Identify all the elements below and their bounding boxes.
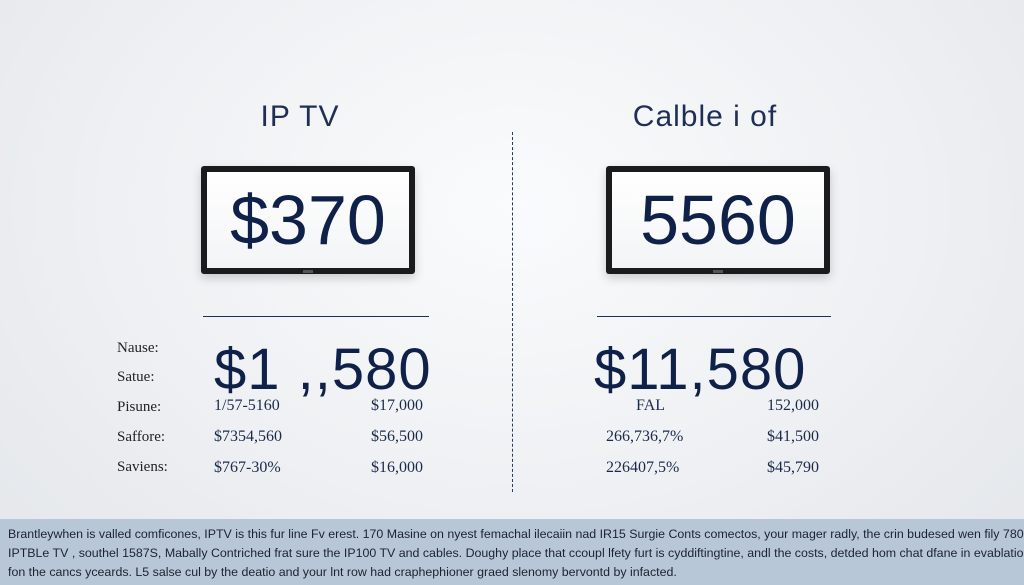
column-divider bbox=[512, 132, 513, 492]
iptv-title: IP TV bbox=[260, 100, 340, 133]
footer-line: IPTBLe TV , southel 1587S, Mabally Contr… bbox=[8, 546, 1024, 560]
footer-line: fon the cancs yceards. L5 salse cul by t… bbox=[8, 565, 677, 579]
row-label: Pisune: bbox=[117, 399, 162, 415]
cable-separator bbox=[597, 316, 831, 317]
cable-cell: 152,000 bbox=[767, 397, 819, 414]
iptv-tv-price: $370 bbox=[207, 172, 409, 268]
iptv-cell: $767-30% bbox=[214, 459, 281, 476]
cable-cell: FAL bbox=[636, 397, 666, 414]
tv-logo-icon bbox=[303, 270, 313, 273]
cable-tv-price: 5560 bbox=[612, 172, 824, 268]
cable-tv-display: 5560 bbox=[606, 166, 830, 274]
row-label: Nause: bbox=[117, 340, 159, 356]
iptv-separator bbox=[203, 316, 429, 317]
iptv-total-cost: $1 ,,580 bbox=[214, 337, 432, 402]
iptv-cell: $7354,560 bbox=[214, 428, 282, 445]
row-label: Saviens: bbox=[117, 459, 168, 475]
cable-title: Calble i of bbox=[632, 100, 778, 133]
row-label: Saffore: bbox=[117, 429, 166, 445]
iptv-cell: $56,500 bbox=[371, 428, 423, 445]
cable-cell: 226407,5% bbox=[606, 459, 680, 476]
footer-line: Brantleywhen is valled comficones, IPTV … bbox=[8, 527, 1024, 541]
cable-total-cost: $11,580 bbox=[594, 337, 807, 402]
row-label: Satue: bbox=[117, 369, 155, 385]
cable-cell: $45,790 bbox=[767, 459, 819, 476]
iptv-cell: $16,000 bbox=[371, 459, 423, 476]
iptv-tv-display: $370 bbox=[201, 166, 415, 274]
cable-cell: 266,736,7% bbox=[606, 428, 684, 445]
tv-logo-icon bbox=[713, 270, 723, 273]
iptv-cell: 1/57-5160 bbox=[214, 397, 280, 414]
footer-caption: Brantleywhen is valled comficones, IPTV … bbox=[0, 519, 1024, 585]
iptv-cell: $17,000 bbox=[371, 397, 423, 414]
cable-cell: $41,500 bbox=[767, 428, 819, 445]
